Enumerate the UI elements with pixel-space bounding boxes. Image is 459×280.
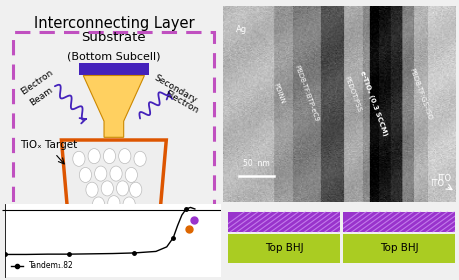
Text: Interconnecting Layer: Interconnecting Layer <box>34 16 194 31</box>
Text: Substrate: Substrate <box>81 31 146 44</box>
Bar <box>79 63 149 76</box>
Text: TiOₓ Target: TiOₓ Target <box>20 140 77 150</box>
Circle shape <box>123 197 135 212</box>
Text: Electron: Electron <box>163 89 200 116</box>
Text: PBDB-TF:GS-ISO: PBDB-TF:GS-ISO <box>408 67 432 121</box>
Text: Top BHJ: Top BHJ <box>379 243 417 253</box>
Polygon shape <box>83 76 144 137</box>
Text: (Bottom Subcell): (Bottom Subcell) <box>67 52 160 62</box>
Bar <box>227 212 340 232</box>
Text: Beam: Beam <box>28 85 55 108</box>
Circle shape <box>101 181 113 196</box>
Text: ITO: ITO <box>429 179 443 188</box>
Bar <box>342 212 454 232</box>
Circle shape <box>73 151 85 166</box>
Text: PEDOT:PSS: PEDOT:PSS <box>343 75 362 113</box>
Text: Ag: Ag <box>235 25 246 34</box>
Text: Copper Crucible: Copper Crucible <box>69 228 158 238</box>
Circle shape <box>86 182 98 197</box>
Circle shape <box>103 149 115 164</box>
Text: Top BHJ: Top BHJ <box>264 243 302 253</box>
Circle shape <box>95 166 106 181</box>
Text: PDINN: PDINN <box>272 83 285 105</box>
Circle shape <box>125 167 137 183</box>
Text: ITO: ITO <box>436 174 450 183</box>
Circle shape <box>134 151 146 166</box>
Text: Secondary: Secondary <box>151 73 198 105</box>
Text: Electron: Electron <box>19 68 55 97</box>
Legend: Tandem₁.82: Tandem₁.82 <box>8 258 77 273</box>
Circle shape <box>116 181 129 196</box>
Text: electron beam evaporation: electron beam evaporation <box>43 245 184 255</box>
Text: e-TiOₓ (0.3 SCCM): e-TiOₓ (0.3 SCCM) <box>359 70 388 137</box>
Circle shape <box>118 149 131 164</box>
Circle shape <box>107 196 120 211</box>
Circle shape <box>129 182 141 197</box>
Circle shape <box>79 167 91 183</box>
Circle shape <box>92 197 105 212</box>
Text: 50  nm: 50 nm <box>243 159 269 168</box>
Bar <box>342 234 454 263</box>
Bar <box>13 32 214 258</box>
Bar <box>227 234 340 263</box>
Text: PBDB-TF:BTP-eC9: PBDB-TF:BTP-eC9 <box>293 65 319 123</box>
Polygon shape <box>62 140 166 215</box>
Point <box>190 217 197 222</box>
Circle shape <box>88 149 100 164</box>
Point <box>185 227 193 231</box>
Circle shape <box>110 166 122 181</box>
